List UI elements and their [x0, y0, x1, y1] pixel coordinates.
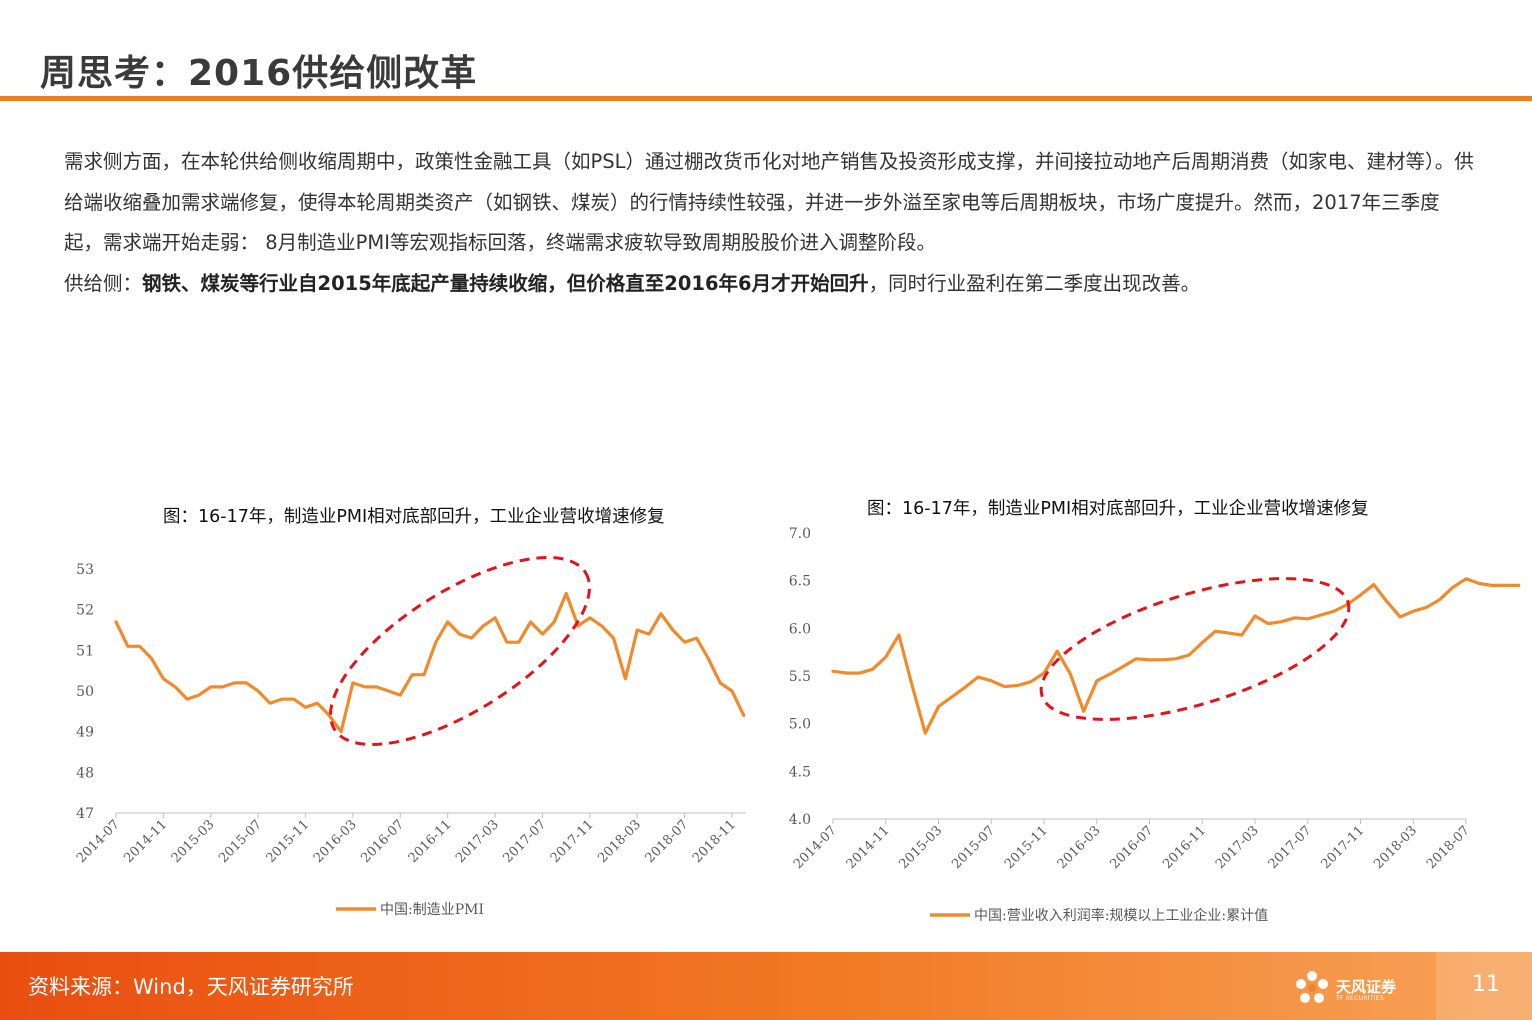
c2-y-tick-label: 5.0 — [789, 717, 811, 733]
logo-sub: TF SECURITIES — [1336, 995, 1385, 1002]
c1-series-line — [114, 591, 746, 734]
c2-x-tick-label: 2018-07 — [1424, 823, 1473, 872]
logo-name: 天风证券 — [1336, 978, 1397, 996]
tf-flower-logo-icon — [1296, 971, 1328, 1003]
c1-y-tick-label: 53 — [76, 562, 94, 578]
c2-x-tick-label: 2017-03 — [1213, 823, 1262, 872]
supply-prefix: 供给侧： — [64, 271, 143, 295]
c1-y-tick-label: 49 — [76, 725, 94, 741]
body-text: 需求侧方面，在本轮供给侧收缩周期中，政策性金融工具（如PSL）通过棚改货币化对地… — [64, 142, 1474, 304]
c2-x-tick-label: 2015-03 — [897, 823, 946, 872]
paragraph-demand: 需求侧方面，在本轮供给侧收缩周期中，政策性金融工具（如PSL）通过棚改货币化对地… — [64, 150, 1474, 254]
page-number: 11 — [1472, 972, 1500, 997]
footer-source: 资料来源：Wind，天风证券研究所 — [28, 975, 354, 999]
paragraph-supply: 供给侧：钢铁、煤炭等行业自2015年底起产量持续收缩，但价格直至2016年6月才… — [64, 264, 1474, 305]
c2-y-tick-label: 4.5 — [789, 764, 811, 780]
c2-y-tick-label: 5.5 — [789, 669, 811, 685]
supply-bold-text: 钢铁、煤炭等行业自2015年底起产量持续收缩，但价格直至2016年6月才开始回升 — [142, 271, 869, 295]
chart1-title: 图：16-17年，制造业PMI相对底部回升，工业企业营收增速修复 — [163, 507, 665, 527]
c1-legend-label: 中国:制造业PMI — [380, 902, 484, 918]
page-title: 周思考：2016供给侧改革 — [40, 53, 478, 94]
c2-series-line — [831, 577, 1521, 735]
chart-pmi: 474849505152532014-072014-112015-032015-… — [74, 556, 746, 918]
c2-x-tick-label: 2016-03 — [1055, 823, 1104, 872]
c2-highlight-ellipse — [1039, 577, 1351, 721]
c2-y-tick-label: 6.0 — [789, 621, 811, 637]
c1-y-tick-label: 48 — [76, 765, 94, 781]
c2-x-tick-label: 2017-07 — [1266, 823, 1315, 872]
supply-suffix: ，同时行业盈利在第二季度出现改善。 — [868, 271, 1201, 295]
c1-y-tick-label: 51 — [76, 643, 94, 659]
footer-bar: 资料来源：Wind，天风证券研究所 — [0, 952, 1532, 1020]
c2-x-tick-label: 2018-03 — [1371, 823, 1420, 872]
c1-y-tick-label: 47 — [76, 806, 94, 822]
c1-y-tick-label: 50 — [76, 684, 94, 700]
page-number-box — [1436, 952, 1532, 1020]
c2-x-tick-label: 2017-11 — [1319, 823, 1368, 872]
c2-x-tick-label: 2015-07 — [949, 823, 998, 872]
title-divider — [0, 96, 1532, 101]
chart2-title: 图：16-17年，制造业PMI相对底部回升，工业企业营收增速修复 — [867, 499, 1369, 519]
c2-y-tick-label: 4.0 — [789, 812, 811, 828]
c2-x-tick-label: 2016-07 — [1108, 823, 1157, 872]
c1-highlight-ellipse — [329, 556, 591, 746]
c2-x-tick-label: 2016-11 — [1160, 823, 1209, 872]
c1-y-tick-label: 52 — [76, 603, 94, 619]
c2-x-tick-label: 2015-11 — [1002, 823, 1051, 872]
c2-y-tick-label: 7.0 — [789, 526, 811, 542]
c2-x-tick-label: 2014-07 — [791, 823, 840, 872]
c2-legend-label: 中国:营业收入利润率:规模以上工业企业:累计值 — [974, 907, 1268, 924]
c2-x-tick-label: 2014-11 — [844, 823, 893, 872]
c2-y-tick-label: 6.5 — [789, 574, 811, 590]
